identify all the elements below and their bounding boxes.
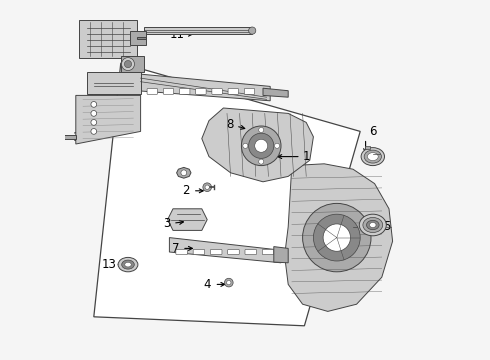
Circle shape [314, 214, 360, 261]
Ellipse shape [125, 262, 131, 267]
Polygon shape [170, 238, 281, 263]
Circle shape [248, 133, 274, 158]
Circle shape [91, 111, 97, 116]
FancyBboxPatch shape [245, 89, 255, 94]
FancyBboxPatch shape [228, 89, 239, 94]
Ellipse shape [367, 220, 379, 230]
Polygon shape [137, 74, 270, 101]
Polygon shape [121, 56, 144, 72]
Polygon shape [263, 88, 288, 97]
Polygon shape [176, 167, 191, 178]
FancyBboxPatch shape [228, 249, 239, 255]
Circle shape [91, 129, 97, 134]
FancyBboxPatch shape [147, 89, 157, 94]
Circle shape [124, 60, 132, 68]
Text: 12: 12 [87, 85, 102, 98]
Circle shape [91, 102, 97, 107]
Ellipse shape [361, 148, 385, 166]
Circle shape [242, 126, 281, 166]
FancyBboxPatch shape [179, 89, 190, 94]
Text: 5: 5 [383, 220, 390, 233]
Circle shape [205, 185, 209, 189]
Text: 3: 3 [163, 217, 170, 230]
Circle shape [243, 143, 248, 148]
Polygon shape [202, 108, 314, 182]
Polygon shape [87, 72, 141, 94]
Text: 10: 10 [73, 131, 88, 144]
Ellipse shape [359, 214, 386, 236]
FancyBboxPatch shape [210, 249, 222, 255]
Polygon shape [285, 164, 392, 311]
Text: 9: 9 [113, 39, 120, 51]
Ellipse shape [363, 217, 383, 233]
Circle shape [248, 27, 256, 34]
Circle shape [122, 58, 134, 71]
Text: 7: 7 [172, 242, 179, 255]
Polygon shape [79, 20, 137, 58]
Circle shape [224, 278, 233, 287]
Circle shape [181, 170, 187, 176]
Ellipse shape [122, 260, 134, 269]
Text: 11: 11 [170, 28, 185, 41]
FancyBboxPatch shape [163, 89, 174, 94]
Ellipse shape [118, 257, 138, 272]
FancyBboxPatch shape [196, 89, 206, 94]
Ellipse shape [369, 222, 376, 228]
Polygon shape [274, 247, 288, 263]
FancyBboxPatch shape [212, 89, 222, 94]
Circle shape [323, 224, 350, 251]
Circle shape [91, 120, 97, 125]
Circle shape [227, 280, 231, 285]
Ellipse shape [364, 150, 381, 163]
Circle shape [303, 203, 371, 272]
Text: 1: 1 [303, 150, 311, 163]
Circle shape [259, 159, 264, 164]
FancyBboxPatch shape [176, 249, 187, 255]
Circle shape [259, 127, 264, 132]
Polygon shape [94, 63, 360, 326]
Bar [365, 146, 369, 149]
Polygon shape [130, 31, 146, 45]
FancyBboxPatch shape [262, 249, 274, 255]
Text: 4: 4 [204, 278, 211, 291]
Text: 6: 6 [369, 125, 376, 138]
Circle shape [203, 183, 212, 192]
Text: 13: 13 [101, 258, 116, 271]
Polygon shape [63, 135, 76, 139]
Polygon shape [168, 209, 207, 230]
Ellipse shape [368, 153, 378, 161]
Circle shape [274, 143, 280, 148]
Text: 8: 8 [226, 118, 234, 131]
FancyBboxPatch shape [245, 249, 257, 255]
Polygon shape [144, 27, 252, 34]
FancyBboxPatch shape [193, 249, 205, 255]
Polygon shape [137, 37, 146, 39]
Polygon shape [76, 95, 141, 144]
Circle shape [255, 139, 268, 152]
Text: 2: 2 [182, 184, 189, 197]
